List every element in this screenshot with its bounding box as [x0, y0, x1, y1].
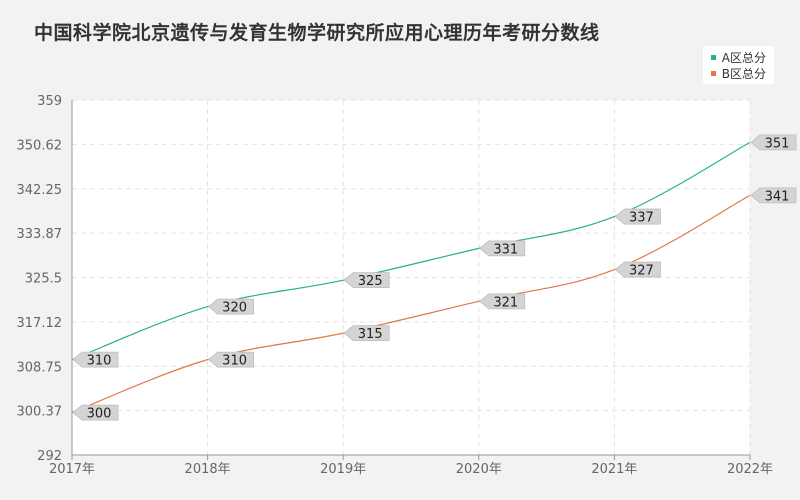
data-label: 320	[222, 301, 247, 316]
data-label-bg	[207, 298, 255, 315]
data-label-bg	[72, 404, 119, 421]
x-tick-label: 2022年	[727, 462, 773, 477]
data-label-bg	[479, 240, 526, 257]
data-label: 327	[629, 264, 654, 279]
data-label-bg	[750, 187, 797, 204]
data-label: 351	[765, 136, 790, 151]
legend-item-b[interactable]: B区总分	[710, 65, 766, 81]
y-tick-label: 300.37	[17, 405, 63, 420]
x-tick-label: 2020年	[456, 462, 502, 477]
data-label: 300	[87, 407, 112, 422]
x-tick-label: 2017年	[49, 462, 95, 477]
series-line-b	[71, 194, 751, 414]
legend-label-a: A区总分	[721, 50, 766, 65]
legend-label-b: B区总分	[721, 66, 766, 81]
data-label-bg	[479, 293, 526, 310]
y-tick-label: 359	[37, 94, 62, 109]
data-label: 325	[358, 274, 383, 289]
y-tick-label: 325.5	[25, 272, 62, 287]
data-label-bg	[614, 261, 661, 278]
y-tick-label: 350.62	[17, 138, 63, 153]
data-label: 331	[493, 242, 518, 257]
legend-swatch-a	[710, 54, 716, 60]
data-label: 341	[765, 189, 790, 204]
chart-title: 中国科学院北京遗传与发育生物学研究所应用心理历年考研分数线	[34, 22, 600, 44]
x-tick-label: 2018年	[185, 462, 231, 477]
series-line-a	[71, 141, 751, 361]
data-label: 315	[358, 327, 383, 342]
legend-item-a[interactable]: A区总分	[710, 49, 766, 65]
data-label-bg	[750, 134, 797, 151]
y-tick-label: 333.87	[17, 227, 63, 242]
data-label: 321	[493, 295, 518, 310]
data-label: 310	[87, 354, 112, 369]
legend-swatch-b	[710, 70, 716, 76]
data-label: 337	[629, 211, 654, 226]
y-tick-label: 308.75	[17, 360, 63, 375]
x-tick-label: 2019年	[320, 462, 366, 477]
y-tick-label: 292	[37, 449, 62, 464]
data-label: 310	[222, 354, 247, 369]
data-label-bg	[72, 351, 119, 368]
y-tick-label: 342.25	[17, 183, 63, 198]
legend: A区总分 B区总分	[702, 46, 774, 84]
data-label-bg	[207, 351, 255, 368]
data-label-bg	[614, 208, 661, 225]
data-label-bg	[343, 325, 390, 342]
data-label-bg	[343, 272, 390, 289]
y-tick-label: 317.12	[17, 316, 63, 331]
x-tick-label: 2021年	[591, 462, 637, 477]
